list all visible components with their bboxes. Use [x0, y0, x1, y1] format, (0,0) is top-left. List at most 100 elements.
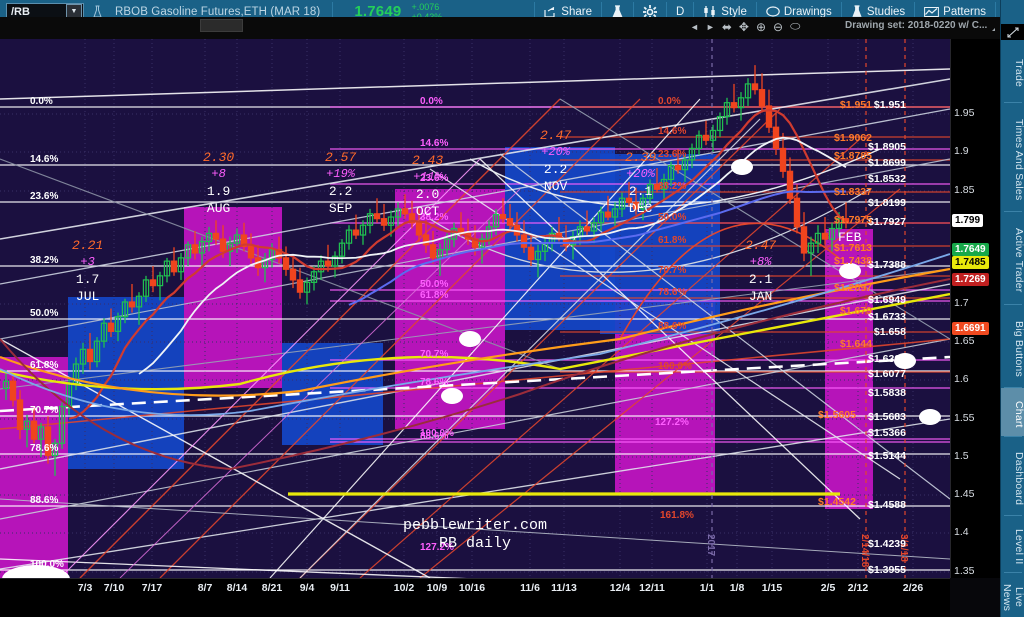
candle-body — [408, 213, 416, 224]
sidebar-tab-live-news[interactable]: Live News — [1001, 583, 1024, 612]
sidebar-tab-times-and-sales[interactable]: Times And Sales — [1013, 118, 1024, 201]
pan-icon[interactable]: ⬌ — [721, 19, 732, 34]
candlestick — [93, 337, 101, 368]
horizontal-scrollbar[interactable] — [200, 19, 243, 32]
price-axis-pill[interactable]: 1.7649 — [952, 243, 989, 256]
trendline — [0, 498, 950, 560]
candlestick — [695, 130, 703, 155]
candlestick — [625, 181, 633, 207]
candle-body — [107, 322, 115, 332]
trendline — [79, 98, 561, 578]
share-label: Share — [561, 5, 592, 18]
ellipse-icon[interactable]: ⬭ — [790, 19, 801, 33]
price-level-label: $1.8905 — [868, 141, 906, 153]
time-axis-tick: 1/15 — [761, 582, 783, 594]
price-axis-pill[interactable]: 1.799 — [952, 214, 984, 227]
price-level-label: $1.951 — [839, 99, 872, 111]
trendline — [119, 188, 521, 578]
candle-body — [828, 227, 836, 240]
studies-label: Studies — [866, 5, 906, 18]
sidebar-tab-chart[interactable]: Chart — [1001, 388, 1024, 436]
candle-body — [506, 218, 514, 226]
candle-body — [758, 89, 766, 107]
symbol-input[interactable]: /RB ▼ — [6, 3, 84, 20]
price-axis-tick: 1.5 — [954, 450, 969, 462]
candlestick — [429, 230, 437, 264]
candlestick — [44, 416, 52, 464]
fib-level-label: 61.8% — [420, 290, 449, 301]
sidebar-tab-dashboard[interactable]: Dashboard — [1013, 451, 1024, 506]
candle-body — [205, 232, 213, 243]
candlestick — [674, 149, 682, 174]
next-icon[interactable]: ► — [705, 21, 715, 32]
candlestick — [310, 266, 318, 291]
price-level-label: $1.8699 — [868, 157, 906, 169]
zoom-in-icon[interactable]: ⊕ — [755, 19, 767, 34]
fib-level-label: 0.0% — [420, 96, 443, 107]
chart-canvas[interactable]: 0.0% 14.6% 23.6% 38.2% 50.0% 61.8% 70.7% 78.6% 8… — [0, 39, 950, 578]
sidebar-tab-big-buttons[interactable]: Big Buttons — [1013, 320, 1024, 377]
candle-body — [212, 232, 220, 240]
candle-body — [219, 238, 227, 252]
trendline — [0, 78, 950, 240]
candle-body — [387, 216, 395, 226]
studies-flask-button[interactable] — [603, 0, 632, 24]
trendline — [0, 268, 950, 390]
move-icon[interactable]: ✥ — [738, 19, 749, 34]
month-change-percent: +3 — [80, 255, 95, 269]
candle-body — [443, 238, 451, 251]
fib-level-label: 50.0% — [30, 308, 59, 319]
chevron-down-icon[interactable]: ▼ — [66, 4, 82, 19]
fib-level-label: 100.0% — [658, 361, 692, 372]
price-axis-pill[interactable]: 1.7485 — [952, 256, 989, 269]
price-level-label: $1.7927 — [868, 216, 906, 228]
candlestick — [366, 208, 374, 234]
studies-button[interactable]: Studies — [843, 0, 913, 24]
fib-level-label: 50.0% — [658, 212, 687, 223]
zoom-out-icon[interactable]: ⊖ — [773, 19, 784, 34]
signal-marker — [894, 353, 916, 369]
share-button[interactable]: Share — [536, 0, 600, 24]
price-level-label: $1.8337 — [834, 186, 872, 198]
candlestick — [499, 198, 507, 223]
flask-icon[interactable] — [91, 5, 103, 19]
candle-body — [352, 229, 360, 236]
price-axis-pill[interactable]: 1.7269 — [952, 273, 989, 286]
moving-average-line — [68, 109, 847, 420]
price-axis-tick: 1.65 — [954, 335, 975, 347]
price-axis[interactable]: 1.95 1.9 1.85 1.7 1.65 1.6 1.55 1.5 1.45 1.4 1.35 1… — [950, 39, 1000, 578]
last-price: 1.7649 — [354, 3, 402, 20]
candlestick — [114, 312, 122, 342]
arc-drawing — [619, 222, 841, 340]
patterns-icon — [924, 6, 940, 18]
candle-body — [121, 301, 129, 318]
sidebar-tab-level-ii[interactable]: Level II — [1013, 528, 1024, 565]
price-axis-pill[interactable]: 1.6691 — [952, 322, 989, 335]
month-annotation: 2.30 +8 1.9 AUG — [203, 149, 234, 217]
month-annotation: 2.57 +19% 2.2 SEP — [325, 149, 356, 217]
price-level-label: $1.951 — [873, 99, 906, 111]
drawing-set-status[interactable]: Drawing set: 2018-0220 w/ C... — [845, 20, 996, 31]
month-label: OCT — [415, 204, 440, 219]
divider — [1004, 436, 1022, 437]
candle-body — [289, 268, 297, 281]
divider — [332, 1, 334, 22]
price-axis-tick: 1.85 — [954, 184, 975, 196]
candle-body — [716, 115, 724, 132]
trendline — [59, 158, 481, 578]
time-axis[interactable]: 7/3 7/10 7/17 8/7 8/14 8/21 9/4 9/11 10/2 10/9 10/… — [0, 578, 950, 617]
prev-icon[interactable]: ◄ — [690, 21, 699, 32]
candle-body — [625, 197, 633, 203]
candle-body — [583, 226, 591, 232]
month-projection-value: 2.47 — [540, 128, 572, 143]
candlestick — [786, 157, 794, 204]
crosshair-icon[interactable] — [1001, 24, 1024, 40]
candlestick — [37, 422, 45, 458]
month-value: 1.9 — [206, 184, 231, 199]
candle-body — [807, 242, 815, 254]
sidebar-tab-trade[interactable]: Trade — [1013, 59, 1024, 88]
moving-average-line — [138, 136, 847, 375]
candlestick — [401, 194, 409, 219]
sidebar-tab-active-trader[interactable]: Active Trader — [1013, 228, 1024, 293]
